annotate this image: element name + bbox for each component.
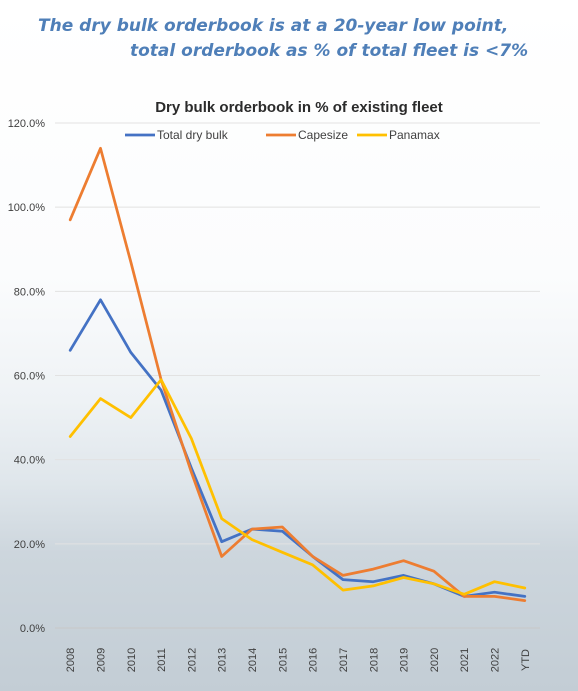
x-tick-label: 2018 [368,648,380,672]
x-tick-label: 2019 [399,648,411,672]
legend-label: Capesize [298,128,348,142]
y-tick-label: 60.0% [14,371,45,383]
headline-line-1: The dry bulk orderbook is at a 20-year l… [38,16,509,36]
x-tick-label: 2014 [247,648,259,672]
x-tick-label: YTD [520,649,532,671]
gridlines [55,122,540,629]
x-tick-label: 2020 [429,648,441,672]
x-tick-label: 2013 [217,648,229,672]
x-tick-label: 2010 [126,648,138,672]
series-line-panamax [68,378,527,596]
x-tick-label: 2022 [490,648,502,672]
x-tick-label: 2012 [186,648,198,672]
x-axis: 2008 2009 2010 2011 2012 2013 2014 2015 2016 2017… [65,648,532,672]
series-line-capesize [68,146,527,602]
x-tick-label: 2011 [156,648,168,672]
x-tick-label: 2017 [338,648,350,672]
y-tick-label: 100.0% [8,202,46,214]
legend-label: Panamax [389,128,440,142]
series-line-total-dry-bulk [68,298,527,598]
y-tick-label: 80.0% [14,286,45,298]
x-tick-label: 2009 [95,648,107,672]
y-tick-label: 120.0% [8,118,46,130]
x-tick-label: 2021 [459,648,471,672]
chart-title: Dry bulk orderbook in % of existing flee… [155,99,443,116]
headline-line-2: total orderbook as % of total fleet is <… [130,41,529,61]
x-tick-label: 2015 [277,648,289,672]
headline: The dry bulk orderbook is at a 20-year l… [0,14,578,64]
x-tick-label: 2016 [308,648,320,672]
y-axis: 0.0% 20.0% 40.0% 60.0% 80.0% 100.0% 120.0% [8,118,46,635]
y-tick-label: 0.0% [20,623,45,635]
x-tick-label: 2008 [65,648,77,672]
y-tick-label: 40.0% [14,455,45,467]
legend: Total dry bulk Capesize Panamax [125,128,440,142]
y-tick-label: 20.0% [14,539,45,551]
series-lines [68,146,527,602]
legend-label: Total dry bulk [157,128,229,142]
